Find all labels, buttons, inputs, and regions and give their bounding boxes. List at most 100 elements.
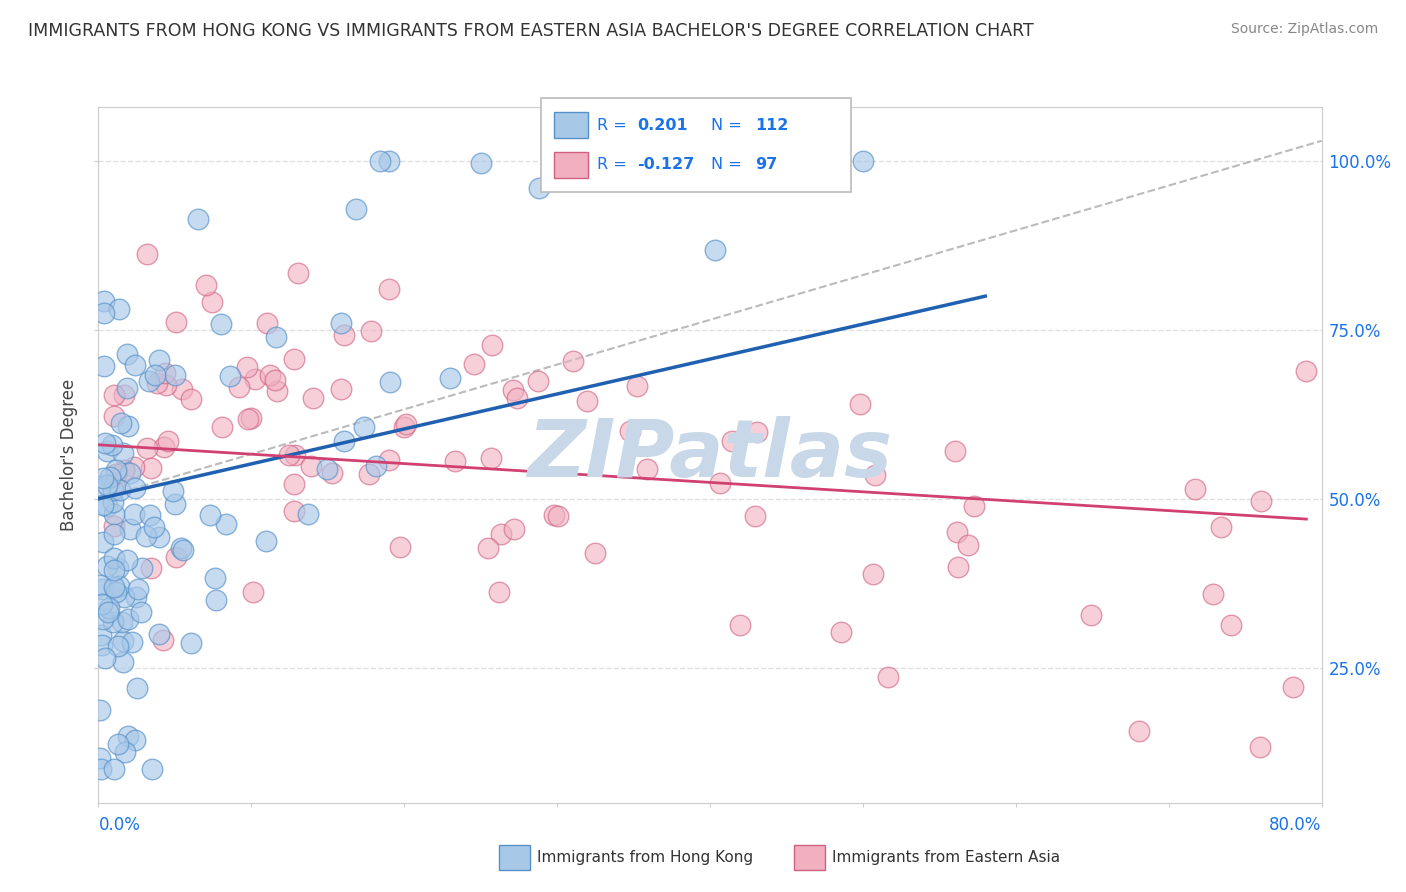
Point [108,301,131,316]
Point [101,483,124,498]
Point [444,454,467,468]
Point [321,467,343,481]
Point [543,508,565,522]
Text: R =: R = [598,118,627,133]
Point [112,387,135,401]
Point [481,338,503,352]
Point [669,154,692,169]
Point [1184,482,1206,496]
Point [108,579,131,593]
Point [619,425,641,439]
Text: ZIPatlas: ZIPatlas [527,416,893,494]
Text: R =: R = [598,157,627,172]
Point [946,525,969,540]
Point [180,635,202,649]
Point [112,591,135,605]
Point [219,368,242,383]
Point [330,382,353,396]
Point [110,417,132,431]
Point [103,519,125,533]
Bar [554,152,588,178]
Point [278,448,301,462]
Point [166,549,188,564]
Point [91,471,114,485]
Point [1249,739,1271,754]
Point [115,553,138,567]
Point [721,434,744,448]
Point [94,436,117,450]
Point [299,458,322,473]
Point [170,541,193,555]
Point [107,737,129,751]
Point [626,379,648,393]
Point [96,444,118,458]
Point [378,452,401,467]
Point [91,612,114,626]
Point [111,656,134,670]
Point [96,559,118,574]
Point [89,703,111,717]
Point [98,601,121,615]
Text: 80.0%: 80.0% [1270,816,1322,834]
Point [200,294,222,309]
Y-axis label: Bachelor's Degree: Bachelor's Degree [60,379,79,531]
FancyBboxPatch shape [541,98,851,192]
Point [124,358,146,372]
Point [124,481,146,495]
Point [204,571,226,585]
Point [146,376,169,390]
Point [242,585,264,599]
Point [211,317,233,331]
Point [139,460,162,475]
Point [131,560,153,574]
Point [139,508,162,522]
Point [215,517,238,532]
Point [503,522,526,536]
Point [117,346,139,360]
Point [283,477,305,491]
Point [1080,608,1102,623]
Point [162,484,184,499]
Point [1282,680,1305,694]
Point [333,434,356,449]
Point [547,509,569,524]
Point [254,534,277,549]
Text: 112: 112 [755,118,789,133]
Point [120,523,142,537]
Point [1202,587,1225,601]
Point [283,351,305,366]
Point [141,762,163,776]
Point [194,277,217,292]
Text: -0.127: -0.127 [637,157,695,172]
Point [353,420,375,434]
Point [148,530,170,544]
Point [228,379,250,393]
Point [264,330,287,344]
Point [728,154,751,169]
Point [378,154,401,169]
Point [562,354,585,368]
Point [135,529,157,543]
Point [103,762,125,776]
Point [239,411,262,425]
Point [94,651,117,665]
Point [103,563,125,577]
Point [165,368,187,382]
Point [180,392,202,406]
Point [101,495,124,509]
Point [529,180,551,194]
Point [943,443,966,458]
Point [470,156,492,170]
Point [153,366,176,380]
Point [91,498,114,512]
Point [111,446,134,460]
Point [125,681,148,695]
Point [1220,618,1243,632]
Point [93,359,115,373]
Point [114,745,136,759]
Point [394,417,416,431]
Point [380,375,402,389]
Point [112,463,135,477]
Point [90,597,112,611]
Point [284,448,307,462]
